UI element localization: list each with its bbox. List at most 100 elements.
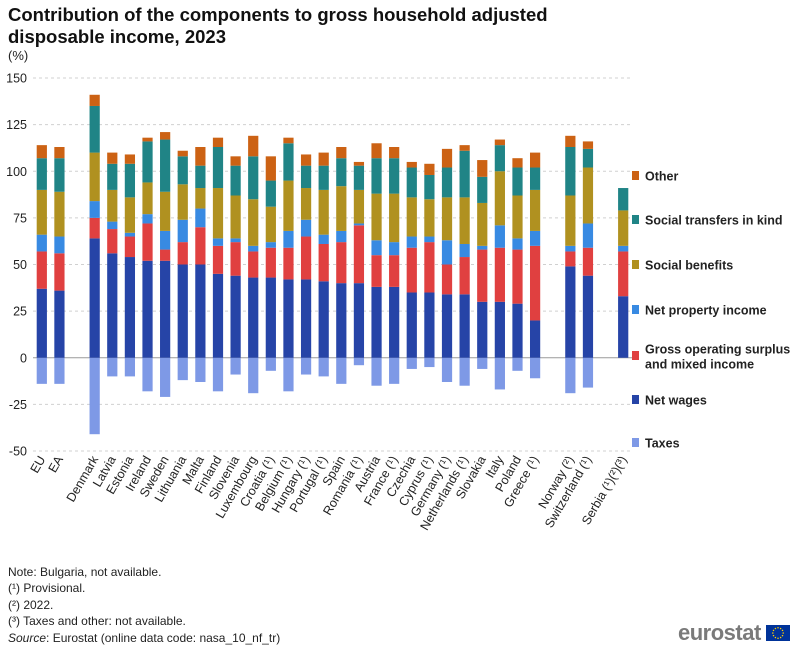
- bar-segment: [107, 189, 118, 222]
- bar-segment: [177, 184, 188, 220]
- bar-segment: [195, 208, 206, 228]
- bar-segment: [265, 277, 276, 358]
- chart-title: Contribution of the components to gross …: [8, 4, 548, 47]
- bar-segment: [195, 165, 206, 189]
- bar-segment: [265, 206, 276, 243]
- y-tick-label: -25: [9, 398, 27, 412]
- bar-segment: [353, 161, 365, 166]
- bar-segment: [107, 163, 118, 190]
- y-tick-label: 75: [13, 211, 27, 225]
- bar-segment: [529, 152, 541, 168]
- bar-segment: [195, 227, 206, 265]
- chart: (%) -50 -25 0 25 50 75 100 125 150 EUEADenmarkLa…: [6, 48, 790, 533]
- bar-segment: [424, 242, 435, 293]
- bar-segment: [36, 158, 47, 190]
- bar-segment: [371, 193, 382, 241]
- bar-segment: [459, 197, 470, 244]
- bar-segment: [565, 251, 576, 267]
- bar-segment: [529, 167, 541, 190]
- bar-segment: [248, 357, 259, 394]
- bar-segment: [512, 195, 523, 239]
- bar-segment: [195, 264, 206, 358]
- legend-swatch: [632, 395, 639, 404]
- bar-segment: [406, 161, 417, 168]
- bar-segment: [124, 257, 136, 358]
- bar-segment: [160, 139, 171, 192]
- bar-segment: [230, 156, 241, 166]
- bar-segment: [265, 180, 276, 207]
- bar-segment: [318, 165, 329, 190]
- y-tick-label: 150: [6, 72, 27, 86]
- bar-segment: [565, 245, 576, 252]
- bar-segment: [142, 223, 153, 261]
- bar-segment: [565, 357, 576, 394]
- bar-segment: [477, 249, 488, 302]
- legend-label: and mixed income: [645, 358, 754, 372]
- bar-segment: [371, 357, 382, 386]
- bar-segment: [89, 105, 100, 153]
- bar-segment: [212, 188, 224, 239]
- bar-segment: [230, 275, 241, 358]
- bar-segment: [441, 264, 453, 295]
- bar-segment: [195, 188, 206, 209]
- legend-label: Net property income: [645, 304, 767, 318]
- legend-swatch: [632, 351, 639, 360]
- bar-segment: [160, 249, 171, 261]
- bar-segment: [36, 234, 47, 252]
- bar-segment: [529, 245, 541, 321]
- bar-segment: [389, 193, 400, 243]
- bar-segment: [195, 147, 206, 166]
- bar-segment: [142, 141, 153, 183]
- bar-segment: [353, 223, 365, 226]
- bar-segment: [212, 137, 224, 147]
- bar-segment: [477, 202, 488, 246]
- bar-segment: [230, 195, 241, 239]
- bar-segment: [160, 357, 171, 397]
- bar-segment: [248, 245, 259, 252]
- bar-segment: [300, 154, 312, 166]
- bar-segment: [371, 158, 382, 194]
- legend-swatch: [632, 260, 639, 269]
- x-ticks: EUEADenmarkLatviaEstoniaIrelandSwedenLit…: [28, 453, 630, 533]
- bar-segment: [459, 294, 470, 358]
- legend-label: Social benefits: [645, 259, 733, 273]
- bar-segment: [54, 158, 65, 192]
- bar-segment: [424, 199, 435, 237]
- bar-segment: [89, 201, 100, 218]
- bar-segment: [353, 189, 365, 224]
- bar-segment: [142, 214, 153, 224]
- y-tick-label: 125: [6, 118, 27, 132]
- bar-segment: [318, 234, 329, 244]
- bar-segment: [265, 247, 276, 278]
- bar-segment: [212, 147, 224, 189]
- bar-segment: [529, 320, 541, 358]
- bar-segment: [142, 260, 153, 358]
- bar-segment: [265, 242, 276, 248]
- bar-segment: [300, 279, 312, 358]
- bar-segment: [424, 292, 435, 358]
- bar-segment: [230, 165, 241, 196]
- bar-segment: [89, 217, 100, 239]
- bar-segment: [177, 264, 188, 358]
- bar-segment: [424, 357, 435, 368]
- bar-segment: [283, 357, 294, 392]
- bar-segment: [389, 242, 400, 256]
- bar-segment: [512, 357, 523, 371]
- bar-segment: [582, 223, 594, 248]
- eu-flag-icon: [765, 625, 790, 641]
- bar-segment: [529, 230, 541, 246]
- bar-segment: [318, 243, 329, 282]
- bar-segment: [283, 247, 294, 280]
- y-tick-label: 25: [13, 305, 27, 319]
- bar-segment: [107, 253, 118, 358]
- bar-segment: [160, 132, 171, 140]
- legend-label: Other: [645, 170, 678, 184]
- bar-segment: [353, 165, 365, 190]
- bar-segment: [353, 225, 365, 284]
- bar-segment: [336, 186, 347, 231]
- bar-segment: [124, 232, 136, 237]
- bar-segment: [512, 167, 523, 196]
- bar-segment: [389, 286, 400, 358]
- bar-segment: [124, 357, 136, 377]
- bar-segment: [389, 158, 400, 194]
